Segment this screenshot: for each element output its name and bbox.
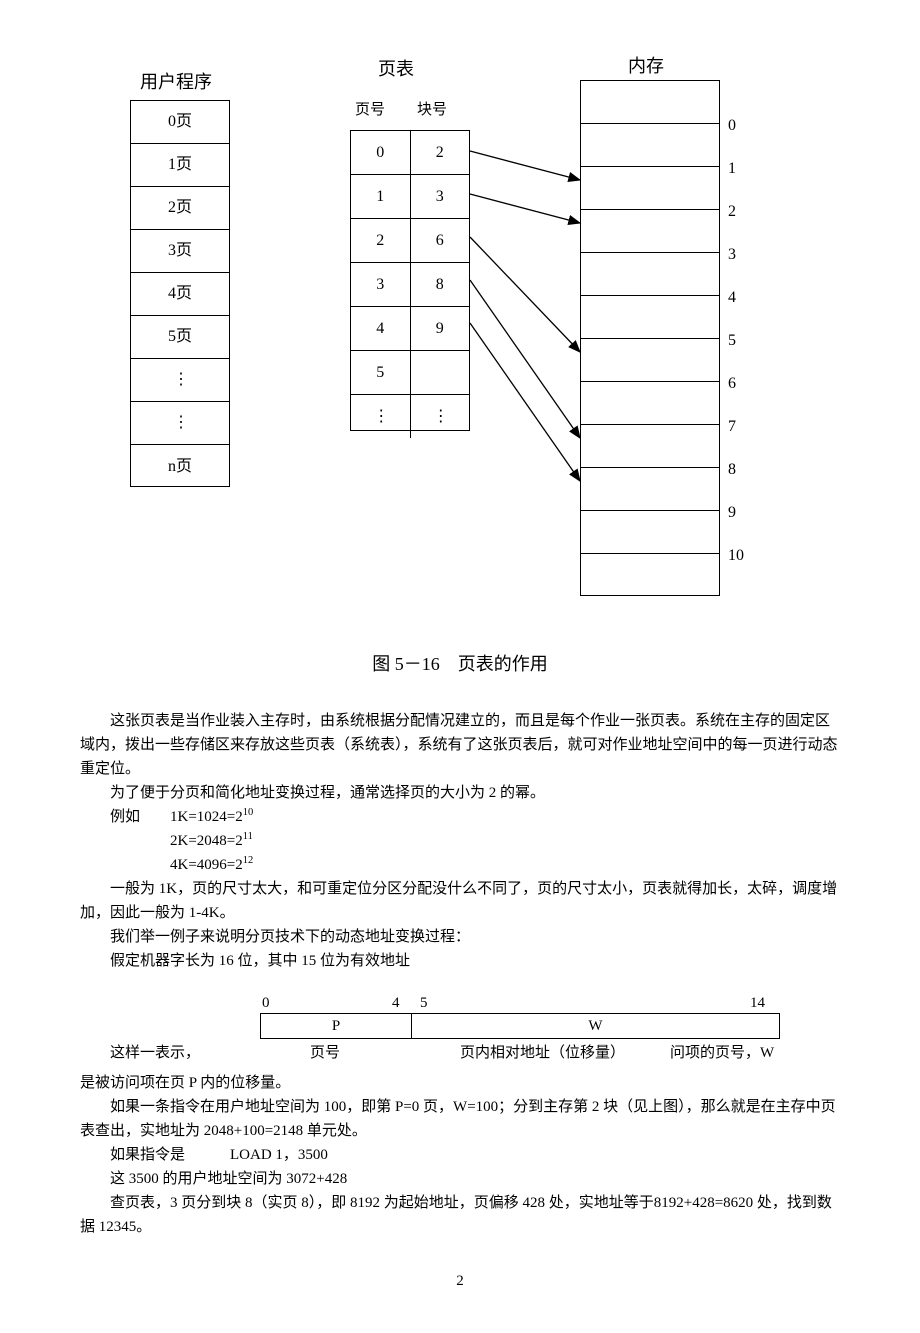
user-program-row: 0页 [131,101,229,144]
page-table-row: 5 [351,351,469,395]
para-9: 如果一条指令在用户地址空间为 100，即第 P=0 页，W=100；分到主存第 … [80,1095,840,1143]
memory-index-label: 4 [728,285,736,311]
memory-block [581,167,719,210]
para-8: 是被访问项在页 P 内的位移量。 [80,1071,840,1095]
blockno-label: 块号 [417,98,447,122]
memory-block [581,468,719,511]
para-7-lead: 这样一表示， [110,1041,200,1065]
addr-field-p: P [261,1014,412,1038]
memory-block [581,425,719,468]
memory-block [581,124,719,167]
memory-index-label: 6 [728,371,736,397]
memory-block [581,339,719,382]
body-text: 这张页表是当作业装入主存时，由系统根据分配情况建立的，而且是每个作业一张页表。系… [80,709,840,973]
memory-index-label: 0 [728,113,736,139]
memory-block [581,382,719,425]
para-11: 这 3500 的用户地址空间为 3072+428 [80,1167,840,1191]
memory-index-label: 5 [728,328,736,354]
memory-block [581,554,719,597]
page-table-row: ⋮⋮ [351,395,469,438]
memory-index-label: 8 [728,457,736,483]
page-table-row: 38 [351,263,469,307]
para-6: 假定机器字长为 16 位，其中 15 位为有效地址 [80,949,840,973]
user-program-row: 5页 [131,316,229,359]
user-program-row: 3页 [131,230,229,273]
body-text-2: 是被访问项在页 P 内的位移量。 如果一条指令在用户地址空间为 100，即第 P… [80,1071,840,1239]
para-2: 为了便于分页和简化地址变换过程，通常选择页的大小为 2 的幂。 [80,781,840,805]
memory-table [580,80,720,596]
user-program-row: 1页 [131,144,229,187]
figure-caption: 图 5－16 页表的作用 [80,650,840,679]
para-3a: 例如 1K=1024=210 [80,805,840,829]
page-table-row: 26 [351,219,469,263]
page-number: 2 [80,1269,840,1293]
para-3c: 4K=4096=212 [80,853,840,877]
addr-label-w: 页内相对地址（位移量） [460,1041,625,1065]
para-7-tail: 问项的页号，W [670,1041,774,1065]
memory-index-label: 3 [728,242,736,268]
memory-index-label: 1 [728,156,736,182]
address-format-block: 0 4 5 14 P W 页号 页内相对地址（位移量） 这样一表示， 问项的页号… [80,991,840,1071]
user-program-row: 2页 [131,187,229,230]
memory-index-label: 10 [728,543,744,569]
para-1: 这张页表是当作业装入主存时，由系统根据分配情况建立的，而且是每个作业一张页表。系… [80,709,840,781]
memory-index-label: 7 [728,414,736,440]
memory-block [581,253,719,296]
memory-block [581,511,719,554]
memory-block [581,296,719,339]
memory-block [581,210,719,253]
page-table-row: 13 [351,175,469,219]
para-5: 我们举一例子来说明分页技术下的动态地址变换过程： [80,925,840,949]
page-table: 02132638495⋮⋮ [350,130,470,431]
user-program-table: 0页1页2页3页4页5页⋮⋮n页 [130,100,230,487]
page-table-title: 页表 [378,55,414,84]
bit-5: 5 [420,991,428,1015]
memory-title: 内存 [628,52,664,81]
para-4: 一般为 1K，页的尺寸太大，和可重定位分区分配没什么不同了，页的尺寸太小，页表就… [80,877,840,925]
bit-0: 0 [262,991,270,1015]
user-program-row: n页 [131,445,229,488]
user-program-title: 用户程序 [140,68,212,97]
bit-14: 14 [750,991,765,1015]
memory-index-label: 9 [728,500,736,526]
user-program-row: ⋮ [131,402,229,445]
pageno-label: 页号 [355,98,385,122]
memory-index-label: 2 [728,199,736,225]
para-3b: 2K=2048=211 [80,829,840,853]
addr-label-p: 页号 [310,1041,340,1065]
page-table-row: 02 [351,131,469,175]
addr-field-w: W [412,1014,779,1038]
page-table-row: 49 [351,307,469,351]
para-12: 查页表，3 页分到块 8（实页 8），即 8192 为起始地址，页偏移 428 … [80,1191,840,1239]
user-program-row: ⋮ [131,359,229,402]
memory-block [581,81,719,124]
bit-4: 4 [392,991,400,1015]
paging-diagram: 用户程序 页表 内存 页号 块号 0页1页2页3页4页5页⋮⋮n页 021326… [80,40,840,630]
para-10: 如果指令是 LOAD 1，3500 [80,1143,840,1167]
user-program-row: 4页 [131,273,229,316]
